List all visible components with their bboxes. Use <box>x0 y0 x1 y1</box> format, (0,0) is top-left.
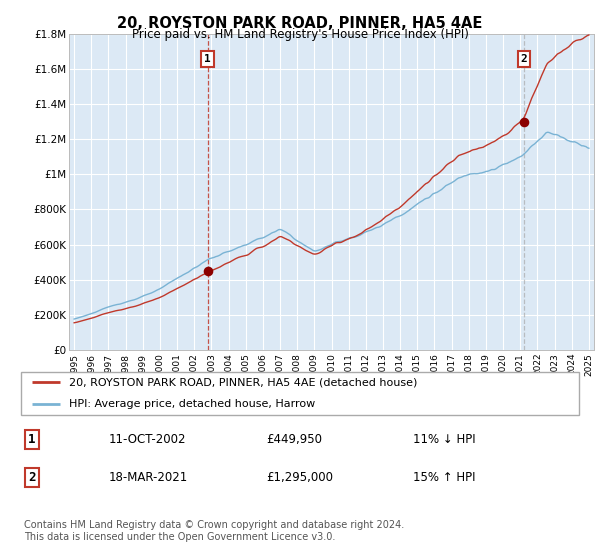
Text: This data is licensed under the Open Government Licence v3.0.: This data is licensed under the Open Gov… <box>24 532 335 542</box>
Text: 1: 1 <box>28 433 36 446</box>
Text: Contains HM Land Registry data © Crown copyright and database right 2024.: Contains HM Land Registry data © Crown c… <box>24 520 404 530</box>
Text: 20, ROYSTON PARK ROAD, PINNER, HA5 4AE: 20, ROYSTON PARK ROAD, PINNER, HA5 4AE <box>118 16 482 31</box>
Text: 20, ROYSTON PARK ROAD, PINNER, HA5 4AE (detached house): 20, ROYSTON PARK ROAD, PINNER, HA5 4AE (… <box>69 377 417 388</box>
Text: 2: 2 <box>520 54 527 64</box>
Text: 11-OCT-2002: 11-OCT-2002 <box>108 433 186 446</box>
Point <box>203 267 212 276</box>
Text: 15% ↑ HPI: 15% ↑ HPI <box>413 471 475 484</box>
Text: HPI: Average price, detached house, Harrow: HPI: Average price, detached house, Harr… <box>69 399 315 409</box>
Text: £1,295,000: £1,295,000 <box>266 471 333 484</box>
Text: 2: 2 <box>28 471 36 484</box>
FancyBboxPatch shape <box>21 372 579 415</box>
Point <box>519 118 529 127</box>
Text: 11% ↓ HPI: 11% ↓ HPI <box>413 433 475 446</box>
Text: 18-MAR-2021: 18-MAR-2021 <box>108 471 187 484</box>
Text: £449,950: £449,950 <box>266 433 322 446</box>
Text: 1: 1 <box>204 54 211 64</box>
Text: Price paid vs. HM Land Registry's House Price Index (HPI): Price paid vs. HM Land Registry's House … <box>131 28 469 41</box>
